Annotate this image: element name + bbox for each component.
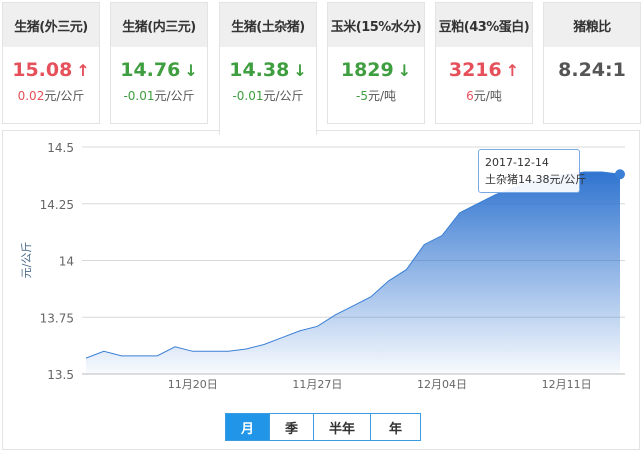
- card-change: 0.02: [17, 89, 45, 103]
- price-card[interactable]: 猪粮比 8.24:1: [543, 2, 641, 124]
- highlight-point: [615, 169, 625, 180]
- card-title: 生猪(内三元): [111, 3, 207, 47]
- price-card[interactable]: 生猪(内三元) 14.76 ↓ -0.01元/公斤: [110, 2, 208, 124]
- price-card[interactable]: 豆粕(43%蛋白) 3216 ↑ 6元/吨: [435, 2, 533, 124]
- y-tick-label: 14: [59, 255, 74, 269]
- x-tick-label: 12月04日: [417, 378, 467, 391]
- range-month-button[interactable]: 月: [226, 414, 270, 440]
- chart-tooltip: 2017-12-14 土杂猪14.38元/公斤: [478, 149, 587, 193]
- y-tick-label: 14.25: [40, 198, 74, 212]
- range-selector: 月 季 半年 年: [225, 413, 421, 441]
- card-value-row: 14.76 ↓: [111, 59, 207, 81]
- card-change: -0.01: [232, 89, 264, 103]
- x-tick-label: 11月27日: [292, 378, 342, 391]
- card-title: 豆粕(43%蛋白): [436, 3, 532, 47]
- series-area: [86, 171, 620, 374]
- card-change: -5: [355, 89, 368, 103]
- tooltip-date: 2017-12-14: [485, 156, 549, 169]
- x-tick-label: 12月11日: [542, 378, 592, 391]
- card-value: 8.24:1: [558, 59, 626, 81]
- card-change-row: -0.01元/公斤: [220, 87, 316, 104]
- y-tick-label: 13.5: [47, 368, 74, 382]
- card-title: 玉米(15%水分): [328, 3, 424, 47]
- card-change-row: -0.01元/公斤: [111, 87, 207, 104]
- range-quarter-button[interactable]: 季: [270, 414, 314, 440]
- arrow-down-icon: ↓: [293, 61, 307, 80]
- price-card[interactable]: 玉米(15%水分) 1829 ↓ -5元/吨: [327, 2, 425, 124]
- y-tick-label: 14.5: [47, 141, 74, 155]
- card-value-row: 8.24:1: [544, 59, 640, 81]
- x-tick-label: 11月20日: [168, 378, 218, 391]
- card-value-row: 15.08 ↑: [3, 59, 99, 81]
- arrow-up-icon: ↑: [76, 61, 90, 80]
- range-year-button[interactable]: 年: [388, 421, 402, 437]
- range-halfyear-button[interactable]: 半年: [314, 414, 371, 440]
- arrow-down-icon: ↓: [184, 61, 198, 80]
- price-card[interactable]: 生猪(土杂猪) 14.38 ↓ -0.01元/公斤: [219, 2, 317, 135]
- card-change: -0.01: [123, 89, 155, 103]
- card-value: 14.38: [229, 59, 290, 81]
- card-title: 生猪(外三元): [3, 3, 99, 47]
- card-change: 6: [466, 89, 474, 103]
- price-card[interactable]: 生猪(外三元) 15.08 ↑ 0.02元/公斤: [2, 2, 100, 124]
- card-value: 1829: [340, 59, 394, 81]
- card-unit: 元/吨: [367, 89, 396, 103]
- card-unit: 元/公斤: [263, 89, 304, 103]
- card-value-row: 1829 ↓: [328, 59, 424, 81]
- tooltip-value: 土杂猪14.38元/公斤: [485, 173, 587, 186]
- card-title: 生猪(土杂猪): [220, 3, 316, 47]
- y-tick-label: 13.75: [40, 311, 74, 325]
- arrow-up-icon: ↑: [505, 61, 520, 80]
- card-unit: 元/公斤: [154, 89, 195, 103]
- card-change-row: 0.02元/公斤: [3, 87, 99, 104]
- card-unit: 元/公斤: [44, 89, 85, 103]
- card-change-row: -5元/吨: [328, 87, 424, 104]
- y-axis-title: 元/公斤: [20, 242, 33, 279]
- card-value-row: 3216 ↑: [436, 59, 532, 81]
- card-change-row: 6元/吨: [436, 87, 532, 104]
- card-unit: 元/吨: [473, 89, 502, 103]
- card-value: 14.76: [120, 59, 181, 81]
- arrow-down-icon: ↓: [397, 61, 412, 80]
- card-title: 猪粮比: [544, 3, 640, 47]
- card-value: 15.08: [12, 59, 73, 81]
- card-value-row: 14.38 ↓: [220, 59, 316, 81]
- card-value: 3216: [448, 59, 502, 81]
